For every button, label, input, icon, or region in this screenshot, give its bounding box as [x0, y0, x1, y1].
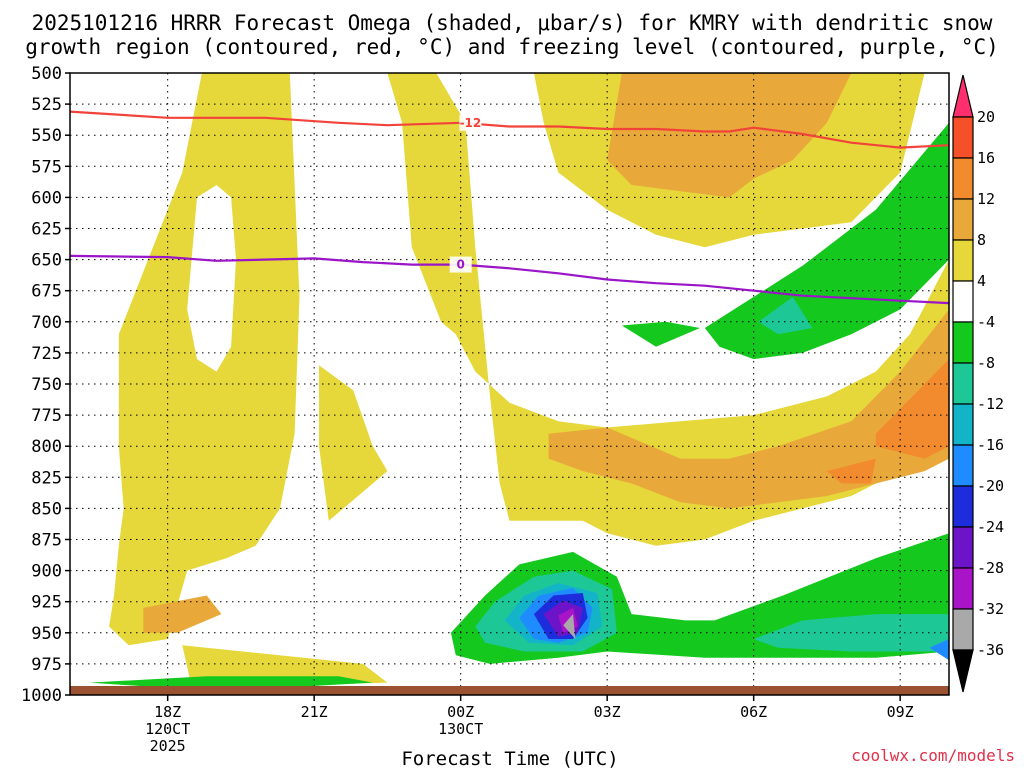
colorbar-segment	[952, 403, 974, 446]
y-tick-label: 925	[31, 593, 62, 613]
colorbar-label: 4	[977, 272, 986, 290]
colorbar-label: -24	[977, 518, 1004, 536]
y-tick-label: 525	[31, 95, 62, 115]
x-tick-label: 21Z	[301, 703, 328, 721]
y-tick-label: 575	[31, 157, 62, 177]
colorbar-segment	[952, 321, 974, 364]
y-tick-label: 800	[31, 437, 62, 457]
omega-region	[875, 359, 949, 459]
freezing-level-contour-label: 0	[456, 258, 464, 272]
colorbar-label: -28	[977, 559, 1004, 577]
x-tick-label: 130CT	[438, 720, 483, 738]
freezing-level-contour-label-background	[449, 256, 472, 273]
omega-region	[319, 365, 388, 521]
omega-region	[143, 595, 222, 633]
dendritic-growth-contour-label-background	[459, 114, 482, 131]
colorbar-label: 8	[977, 231, 986, 249]
y-tick-label: 975	[31, 655, 62, 675]
y-tick-label: 875	[31, 531, 62, 551]
colorbar-top-arrow	[952, 74, 974, 118]
omega-region	[548, 309, 949, 509]
colorbar-label: 16	[977, 149, 995, 167]
colorbar-segment	[952, 444, 974, 487]
y-tick-label: 625	[31, 220, 62, 240]
colorbar-segment	[952, 239, 974, 282]
credit-text: coolwx.com/models	[851, 746, 1015, 765]
colorbar-segment	[952, 526, 974, 569]
colorbar-label: -20	[977, 477, 1004, 495]
colorbar-segment	[952, 485, 974, 528]
colorbar-label: -8	[977, 354, 995, 372]
x-tick-label: 18Z	[154, 703, 181, 721]
freezing-level-contour-line	[70, 254, 949, 305]
chart-title-line-1: 2025101216 HRRR Forecast Omega (shaded, …	[32, 11, 993, 35]
y-tick-label: 600	[31, 188, 62, 208]
x-tick-label: 120CT	[145, 720, 190, 738]
y-axis-ticks: 500 525 550 575 600 625 650 675 700 725 750 775 800 8…	[21, 64, 70, 706]
colorbar-segment	[952, 362, 974, 405]
ground-strip	[70, 686, 949, 695]
y-tick-label: 850	[31, 499, 62, 519]
colorbar-segment	[952, 116, 974, 159]
omega-region	[621, 321, 700, 347]
x-tick-label: 09Z	[887, 703, 914, 721]
colorbar-label: -16	[977, 436, 1004, 454]
omega-region	[387, 73, 949, 546]
y-tick-label: 1000	[21, 686, 62, 706]
y-tick-label: 900	[31, 562, 62, 582]
y-tick-label: 825	[31, 468, 62, 488]
colorbar-segment	[952, 608, 974, 651]
y-tick-label: 750	[31, 375, 62, 395]
dendritic-growth-contour-line	[70, 110, 949, 149]
omega-hole	[187, 185, 236, 372]
omega-region	[563, 614, 576, 639]
dendritic-growth-contour-label: -12	[460, 116, 482, 130]
x-tick-label: 2025	[150, 737, 186, 755]
colorbar: 20 16 12 8 4 -4 -8 -12 -16 -20 -24 -28 -32 -36	[952, 74, 1004, 693]
y-tick-label: 725	[31, 344, 62, 364]
x-tick-label: 06Z	[740, 703, 767, 721]
y-tick-label: 500	[31, 64, 62, 84]
colorbar-segment	[952, 280, 974, 323]
omega-region	[758, 296, 813, 335]
x-tick-label: 03Z	[594, 703, 621, 721]
colorbar-label: -36	[977, 641, 1004, 659]
y-tick-label: 675	[31, 282, 62, 302]
x-axis-label: Forecast Time (UTC)	[401, 748, 618, 768]
colorbar-label: -32	[977, 600, 1004, 618]
y-tick-label: 650	[31, 251, 62, 271]
colorbar-segment	[952, 198, 974, 241]
grid-lines	[70, 73, 949, 695]
y-tick-label: 700	[31, 313, 62, 333]
x-tick-label: 00Z	[447, 703, 474, 721]
y-tick-label: 950	[31, 624, 62, 644]
colorbar-label: -12	[977, 395, 1004, 413]
omega-region	[89, 676, 373, 692]
colorbar-segment	[952, 567, 974, 610]
y-tick-label: 550	[31, 126, 62, 146]
colorbar-bottom-arrow	[952, 649, 974, 693]
temperature-contours: -12 0	[70, 110, 949, 305]
colorbar-label: -4	[977, 313, 995, 331]
y-tick-label: 775	[31, 406, 62, 426]
colorbar-segment	[952, 157, 974, 200]
colorbar-label: 20	[977, 108, 995, 126]
chart-title-line-2: growth region (contoured, red, °C) and f…	[25, 35, 999, 59]
colorbar-label: 12	[977, 190, 995, 208]
omega-region	[929, 639, 949, 661]
